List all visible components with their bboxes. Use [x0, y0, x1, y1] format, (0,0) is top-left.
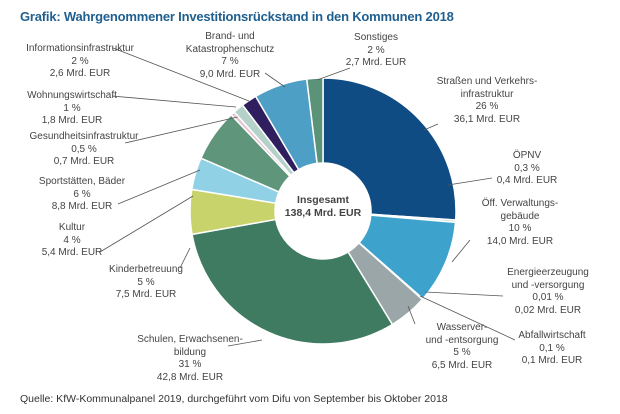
- leader-line: [264, 72, 286, 88]
- slice-label-line: 6,5 Mrd. EUR: [431, 359, 493, 371]
- slice-label-line: Sportstätten, Bäder: [38, 176, 126, 187]
- leader-line: [407, 305, 416, 325]
- slice-label-line: 5 %: [137, 276, 155, 288]
- chart-title: Grafik: Wahrgenommener Investitionsrücks…: [20, 9, 454, 24]
- slice-label: Kultur 4 % 5,4 Mrd. EUR: [42, 222, 103, 260]
- slice-label: Abfallwirtschaft 0,1 % 0,1 Mrd. EUR: [518, 330, 585, 368]
- slice-label-line: 1 %: [63, 102, 81, 114]
- slice-label-line: und -versorgung: [511, 279, 585, 291]
- leader-line: [227, 339, 263, 347]
- slice-label-line: Katastrophenschutz: [185, 43, 275, 55]
- slice-label-line: 0,5 %: [71, 143, 97, 155]
- slice-label: Wohnungswirtschaft 1 % 1,8 Mrd. EUR: [27, 90, 117, 128]
- slice-label-line: 0,1 Mrd. EUR: [521, 355, 583, 366]
- slice-label-line: 1,8 Mrd. EUR: [41, 115, 103, 126]
- leader-line: [117, 169, 201, 205]
- slice-label-line: 2 %: [367, 44, 385, 56]
- slice-label-line: 5,4 Mrd. EUR: [41, 247, 103, 258]
- slice-label: ÖPNV 0,3 % 0,4 Mrd. EUR: [497, 150, 558, 188]
- slice-label-line: 42,8 Mrd. EUR: [156, 371, 224, 383]
- slice-label-line: 9,0 Mrd. EUR: [199, 68, 261, 80]
- slice-label-line: Kultur: [58, 222, 86, 233]
- slice-label-line: Schulen, Erwachsenen-: [137, 334, 243, 345]
- slice-label: Kinderbetreuung 5 % 7,5 Mrd. EUR: [109, 264, 183, 302]
- slice-label-line: Informationsinfrastruktur: [26, 43, 134, 54]
- center-label-line: 138,4 Mrd. EUR: [284, 207, 362, 219]
- slice-label: Wasserver-und -entsorgung 5 % 6,5 Mrd. EUR: [426, 322, 499, 372]
- slice-label-line: und -entsorgung: [425, 334, 499, 346]
- slice-label-line: 7 %: [221, 56, 239, 67]
- slice-label-line: 4 %: [63, 234, 81, 246]
- slice-label-line: 7,5 Mrd. EUR: [115, 289, 177, 300]
- slice-label-line: 2 %: [71, 55, 89, 67]
- leader-line: [447, 177, 493, 186]
- slice-label-line: Wasserver-: [436, 322, 488, 333]
- slice-label-line: Straßen und Verkehrs-: [436, 76, 538, 87]
- slice-label-line: 6 %: [73, 188, 91, 200]
- slice-label-line: bildung: [173, 346, 207, 358]
- slice-label-line: 0,02 Mrd. EUR: [514, 304, 582, 316]
- leader-line: [112, 47, 250, 102]
- slice-label-line: 0,01 %: [532, 292, 564, 303]
- slice-label-line: Kinderbetreuung: [109, 264, 183, 275]
- slice-label-line: 36,1 Mrd. EUR: [453, 113, 521, 125]
- leader-line: [419, 295, 516, 341]
- slice-label-line: Gesundheitsinfrastruktur: [29, 131, 139, 142]
- slice-label: Sportstätten, Bäder 6 % 8,8 Mrd. EUR: [39, 176, 125, 214]
- slice-label: Straßen und Verkehrs-infrastruktur 26 % 36…: [437, 76, 538, 126]
- slice-label-line: infrastruktur: [460, 88, 514, 100]
- leader-line: [179, 247, 191, 269]
- source-note: Quelle: KfW-Kommunalpanel 2019, durchgef…: [20, 393, 448, 405]
- center-total-label: Insgesamt 138,4 Mrd. EUR: [285, 194, 361, 220]
- slice-label-line: 0,7 Mrd. EUR: [53, 156, 115, 167]
- slice-label: Brand- und Katastrophenschutz 7 % 9,0 Mrd. …: [186, 31, 274, 81]
- slice-label-line: 8,8 Mrd. EUR: [51, 201, 113, 212]
- slice-label: Informationsinfrastruktur 2 % 2,6 Mrd. EUR: [26, 43, 134, 81]
- slice-label-line: Abfallwirtschaft: [518, 330, 586, 341]
- slice-label-line: Energieerzeugung: [507, 267, 589, 278]
- leader-line: [99, 195, 194, 253]
- leader-line: [423, 123, 439, 131]
- slice-label-line: Öff. Verwaltungs-: [481, 198, 559, 209]
- slice-label-line: 5 %: [453, 347, 471, 358]
- slice-label-line: 10 %: [508, 223, 532, 234]
- leader-line: [111, 95, 237, 108]
- donut-hole: [275, 163, 371, 259]
- slice-label-line: Brand- und: [205, 31, 255, 42]
- slice-label: Gesundheitsinfrastruktur 0,5 % 0,7 Mrd. EU…: [30, 131, 139, 169]
- slice-label-line: Sonstiges: [354, 32, 398, 43]
- slice-label-line: gebäude: [500, 210, 540, 222]
- slice-label-line: 2,6 Mrd. EUR: [49, 68, 111, 79]
- center-label-line: Insgesamt: [297, 194, 349, 206]
- slice-label-line: 26 %: [475, 101, 499, 112]
- leader-line: [316, 67, 351, 81]
- slice-label-line: 0,3 %: [514, 162, 540, 174]
- slice-label-line: 14,0 Mrd. EUR: [486, 235, 554, 247]
- slice-label: Sonstiges 2 % 2,7 Mrd. EUR: [346, 32, 407, 70]
- slice-label-line: ÖPNV: [512, 150, 542, 161]
- slice-label-line: 2,7 Mrd. EUR: [345, 57, 407, 68]
- slice-label: Schulen, Erwachsenen-bildung 31 % 42,8 Mrd…: [137, 334, 243, 384]
- leader-line: [451, 239, 471, 263]
- leader-line: [124, 115, 243, 144]
- slice-label: Energieerzeugung und -versorgung 0,01 % 0,0…: [507, 267, 589, 317]
- slice-label-line: Wohnungswirtschaft: [27, 90, 117, 101]
- slice-label-line: 0,1 %: [539, 342, 565, 354]
- slice-label-line: 0,4 Mrd. EUR: [496, 175, 558, 186]
- slice-label-line: 31 %: [178, 359, 202, 370]
- leader-line: [424, 291, 504, 297]
- slice-label: Öff. Verwaltungs-gebäude 10 % 14,0 Mrd. EU…: [482, 198, 559, 248]
